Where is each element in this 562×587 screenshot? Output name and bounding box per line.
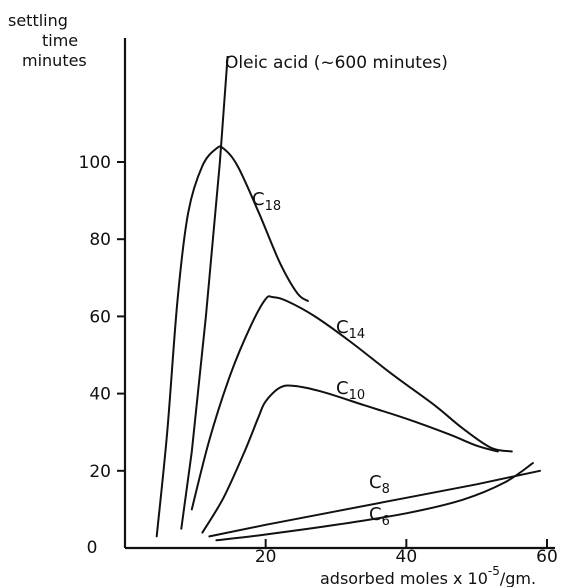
y-axis-title-line-3: minutes	[22, 51, 87, 70]
x-axis-title-unit: /gm.	[500, 569, 536, 587]
x-axis-title-exponent: -5	[488, 564, 500, 578]
series-label-c14-base: C	[336, 317, 349, 338]
series-label-c18: C18	[252, 189, 281, 214]
series-label-c6-base: C	[369, 504, 382, 525]
x-tick-label-40: 40	[396, 547, 418, 567]
x-axis-title-main: adsorbed moles x 10	[320, 569, 488, 587]
y-tick-label-100: 100	[79, 153, 111, 173]
series-line-c8	[208, 469, 541, 538]
series-line-c18	[155, 145, 309, 538]
series-label-c10: C10	[336, 378, 365, 403]
series-label-c6-sub: 6	[382, 514, 390, 529]
x-axis-title: adsorbed moles x 10-5/gm.	[320, 564, 536, 587]
x-tick-label-60: 60	[536, 547, 558, 567]
series-label-c10-sub: 10	[349, 388, 366, 403]
series-line-c6	[215, 462, 534, 542]
series-line-oleic-acid	[180, 56, 229, 530]
series-label-c10-base: C	[336, 378, 349, 399]
x-tick-label-0: 0	[87, 538, 98, 558]
y-tick-label-40: 40	[89, 385, 111, 405]
series-label-c8-sub: 8	[382, 482, 390, 497]
y-axis-ticks: 20 40 60 80 100	[79, 153, 125, 482]
y-tick-label-80: 80	[89, 230, 111, 250]
series-label-c18-base: C	[252, 189, 265, 210]
y-axis-title-line-1: settling	[8, 11, 68, 30]
series-label-c8-base: C	[369, 472, 382, 493]
series-label-c8: C8	[369, 472, 390, 497]
series-label-oleic-acid: Oleic acid (~600 minutes)	[225, 53, 448, 73]
x-tick-label-20: 20	[255, 547, 277, 567]
y-tick-label-60: 60	[89, 307, 111, 327]
y-axis-title-line-2: time	[42, 31, 78, 50]
series-label-c14: C14	[336, 317, 365, 342]
series-line-c10	[201, 384, 499, 534]
x-axis-ticks: 0 20 40 60	[87, 538, 558, 567]
series-label-c14-sub: 14	[349, 327, 366, 342]
series-curves	[155, 56, 541, 542]
series-label-c6: C6	[369, 504, 390, 529]
series-line-c14	[190, 295, 513, 511]
series-label-c18-sub: 18	[265, 199, 282, 214]
y-tick-label-20: 20	[89, 462, 111, 482]
